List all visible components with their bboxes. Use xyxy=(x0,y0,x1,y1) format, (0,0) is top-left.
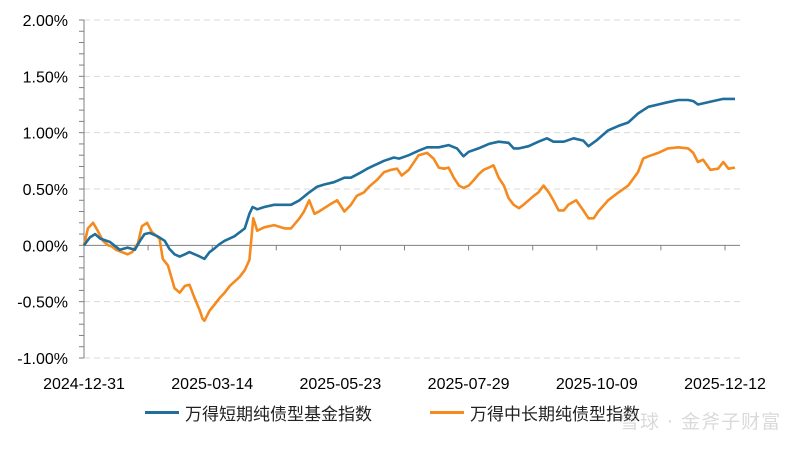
y-tick-label: 2.00% xyxy=(23,13,68,30)
legend-label: 万得短期纯债型基金指数 xyxy=(185,405,372,425)
x-tick-label: 2025-05-23 xyxy=(299,376,381,393)
legend-item-short-term: 万得短期纯债型基金指数 xyxy=(145,400,372,425)
y-tick-label: 1.00% xyxy=(23,126,68,143)
x-tick-label: 2025-07-29 xyxy=(428,376,510,393)
series-line-1 xyxy=(82,146,736,323)
x-tick-label: 2024-12-31 xyxy=(43,376,125,393)
y-tick-label: 0.00% xyxy=(23,238,68,255)
y-tick-label: 0.50% xyxy=(23,182,68,199)
x-tick-label: 2025-03-14 xyxy=(171,376,253,393)
x-tick-label: 2025-12-12 xyxy=(684,376,766,393)
x-axis-ticks: 2024-12-31 2025-03-14 2025-05-23 2025-07-29… xyxy=(43,376,766,393)
series-lines xyxy=(82,97,736,323)
legend-item-mid-long-term: 万得中长期纯债型指数 xyxy=(430,400,640,425)
x-tick-label: 2025-10-09 xyxy=(556,376,638,393)
y-axis-ticks: 2.00% 1.50% 1.00% 0.50% 0.00% -0.50% -1.00% xyxy=(17,13,68,368)
legend-label: 万得中长期纯债型指数 xyxy=(470,405,640,425)
axes xyxy=(79,19,740,359)
y-tick-label: -1.00% xyxy=(17,351,68,368)
series-line-0 xyxy=(82,97,735,261)
legend-swatch-orange xyxy=(430,411,464,414)
legend-swatch-blue xyxy=(145,411,179,414)
y-tick-label: 1.50% xyxy=(23,69,68,86)
line-chart: 2.00% 1.50% 1.00% 0.50% 0.00% -0.50% -1.00% 20… xyxy=(17,13,766,393)
legend: 万得短期纯债型基金指数 万得中长期纯债型指数 xyxy=(0,400,800,440)
gridlines xyxy=(84,19,740,359)
watermark: 雪球 · 金斧子财富 xyxy=(620,411,782,433)
y-tick-label: -0.50% xyxy=(17,295,68,312)
